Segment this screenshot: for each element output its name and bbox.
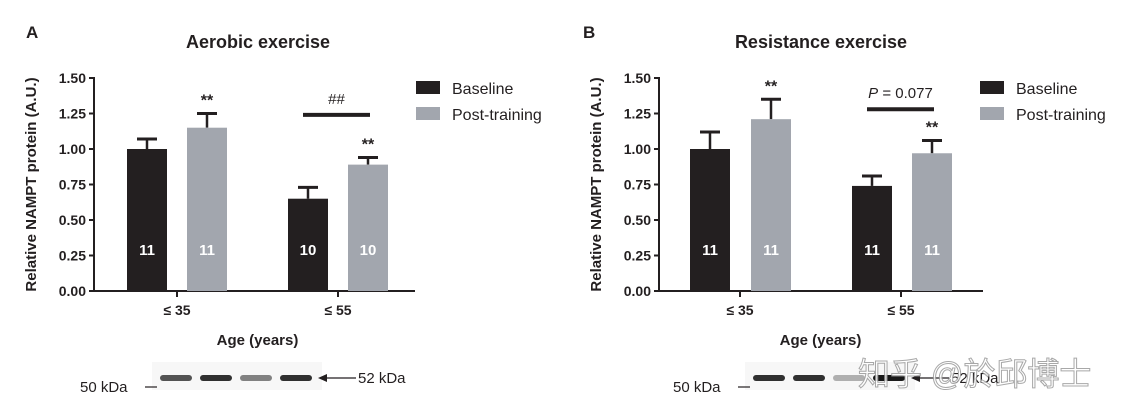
legend-swatch (980, 107, 1004, 120)
y-axis-label: Relative NAMPT protein (A.U.) (23, 77, 40, 291)
significance-marker: ** (765, 78, 778, 95)
y-tick-label: 1.00 (59, 141, 86, 157)
blot-marker-right: 52 kDa (358, 370, 406, 387)
legend-label: Baseline (1016, 81, 1077, 98)
bar-n-label: 11 (924, 242, 940, 259)
significance-marker: ** (201, 93, 214, 110)
blot-band (200, 375, 232, 381)
blot-band (833, 375, 865, 381)
p-symbol: P (868, 85, 878, 102)
x-axis-label: Age (years) (780, 332, 862, 349)
significance-marker: ** (926, 119, 939, 136)
panel-label: B (583, 23, 595, 42)
bar-baseline (288, 198, 328, 291)
y-tick-label: 1.50 (59, 70, 86, 86)
y-tick-label: 0.75 (59, 177, 86, 193)
arrow-left-icon (318, 374, 327, 382)
bar-post-training (348, 164, 388, 291)
blot-marker-left: 50 kDa (673, 379, 721, 396)
x-tick-label: ≤ 55 (887, 302, 914, 318)
blot-band (873, 375, 905, 381)
blot-band (160, 375, 192, 381)
legend-label: Post-training (452, 107, 542, 124)
bar-n-label: 11 (199, 242, 215, 259)
x-tick-label: ≤ 55 (324, 302, 351, 318)
watermark: 知乎 @於邱博士 (858, 356, 1091, 392)
bar-baseline (690, 149, 730, 291)
y-tick-label: 1.50 (624, 70, 651, 86)
blot-band (793, 375, 825, 381)
western-blot: 50 kDa 52 kDa (80, 362, 406, 396)
panel-a: A Aerobic exercise Relative NAMPT protein … (23, 23, 542, 396)
y-tick-label: 0.00 (59, 283, 86, 299)
y-tick-label: 0.00 (624, 283, 651, 299)
bar-n-label: 11 (702, 242, 718, 259)
y-tick-label: 1.00 (624, 141, 651, 157)
bar-n-label: 11 (139, 242, 155, 259)
significance-marker: ** (362, 137, 375, 154)
comparison-label: ## (328, 91, 345, 108)
chart-title: Resistance exercise (735, 32, 907, 52)
western-blot: 50 kDa 52 kDa (673, 362, 999, 396)
legend-label: Post-training (1016, 107, 1106, 124)
p-value: ## (328, 91, 345, 108)
y-tick-label: 0.50 (624, 212, 651, 228)
y-tick-label: 0.25 (59, 248, 86, 264)
x-tick-label: ≤ 35 (726, 302, 753, 318)
bar-post-training (912, 153, 952, 291)
panel-b: B Resistance exercise Relative NAMPT prote… (583, 23, 1106, 396)
bar-post-training (187, 127, 227, 291)
legend-swatch (416, 107, 440, 120)
comparison-label: P = 0.077 (868, 85, 933, 102)
blot-marker-left: 50 kDa (80, 379, 128, 396)
y-tick-label: 1.25 (624, 106, 651, 122)
chart-title: Aerobic exercise (186, 32, 330, 52)
x-axis-label: Age (years) (217, 332, 299, 349)
legend-label: Baseline (452, 81, 513, 98)
blot-marker-right: 52 kDa (951, 370, 999, 387)
p-value: = 0.077 (878, 85, 933, 102)
y-tick-label: 0.75 (624, 177, 651, 193)
bar-baseline (127, 149, 167, 291)
bar-baseline (852, 185, 892, 291)
bar-post-training (751, 119, 791, 292)
y-axis-label: Relative NAMPT protein (A.U.) (588, 77, 605, 291)
y-tick-label: 1.25 (59, 106, 86, 122)
bar-n-label: 11 (864, 242, 880, 259)
legend-swatch (980, 81, 1004, 94)
arrow-left-icon (911, 374, 920, 382)
panel-label: A (26, 23, 38, 42)
y-tick-label: 0.50 (59, 212, 86, 228)
bar-n-label: 11 (763, 242, 779, 259)
legend-swatch (416, 81, 440, 94)
blot-band (753, 375, 785, 381)
x-tick-label: ≤ 35 (163, 302, 190, 318)
y-tick-label: 0.25 (624, 248, 651, 264)
bar-n-label: 10 (360, 242, 377, 259)
blot-band (280, 375, 312, 381)
bar-n-label: 10 (300, 242, 317, 259)
blot-band (240, 375, 272, 381)
